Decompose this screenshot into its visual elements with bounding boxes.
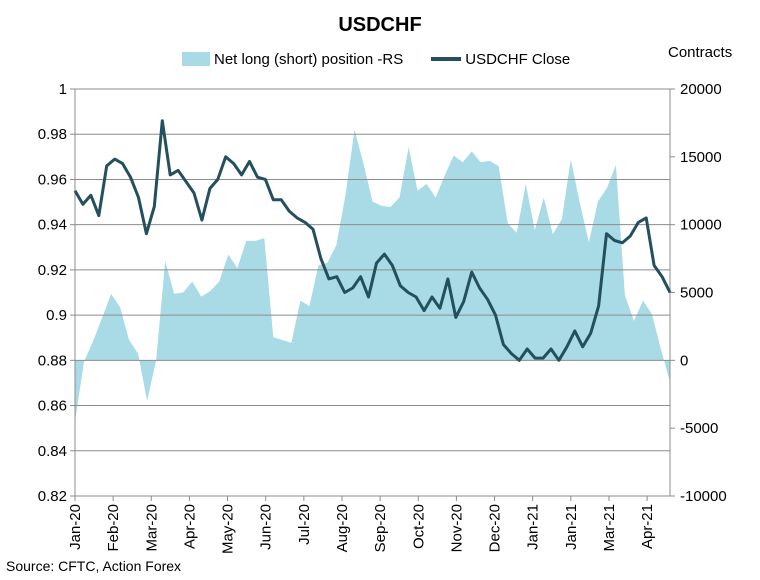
right-tick-label: -10000 bbox=[680, 488, 727, 505]
left-tick-label: 0.94 bbox=[38, 217, 67, 234]
x-tick-label: Nov-20 bbox=[448, 504, 465, 552]
right-tick-label: 10000 bbox=[680, 217, 722, 234]
usdchf-close-line bbox=[73, 119, 672, 362]
legend-swatch-area bbox=[182, 52, 210, 66]
x-tick-label: Jul-20 bbox=[296, 504, 313, 545]
right-tick-label: 15000 bbox=[680, 149, 722, 166]
left-tick-label: 0.84 bbox=[38, 443, 67, 460]
source-note: Source: CFTC, Action Forex bbox=[6, 558, 182, 574]
x-tick-label: Mar-21 bbox=[601, 504, 618, 552]
x-tick-label: Apr-21 bbox=[639, 504, 656, 549]
chart-title: USDCHF bbox=[338, 14, 422, 36]
x-tick-label: Apr-20 bbox=[181, 504, 198, 549]
x-tick-label: Mar-20 bbox=[143, 504, 160, 552]
x-tick-label: Jan-20 bbox=[67, 504, 84, 550]
left-tick-label: 0.86 bbox=[38, 398, 67, 415]
x-tick-label: Aug-20 bbox=[334, 504, 351, 552]
x-tick-label: Sep-20 bbox=[372, 504, 389, 552]
left-tick-label: 0.88 bbox=[38, 352, 67, 369]
left-tick-label: 0.82 bbox=[38, 488, 67, 505]
left-tick-label: 1 bbox=[59, 81, 67, 98]
left-tick-label: 0.96 bbox=[38, 171, 67, 188]
legend: Net long (short) position -RS USDCHF Clo… bbox=[182, 48, 570, 70]
left-tick-label: 0.9 bbox=[46, 307, 67, 324]
right-tick-label: 20000 bbox=[680, 81, 722, 98]
x-tick-label: Jan-21 bbox=[525, 504, 542, 550]
x-tick-label: Jan-21 bbox=[563, 504, 580, 550]
x-tick-label: Oct-20 bbox=[410, 504, 427, 549]
left-tick-label: 0.92 bbox=[38, 262, 67, 279]
right-tick-label: 0 bbox=[680, 352, 688, 369]
right-tick-label: 5000 bbox=[680, 285, 713, 302]
right-tick-label: -5000 bbox=[680, 420, 718, 437]
right-axis-label: Contracts bbox=[668, 44, 733, 61]
x-tick-label: Jun-20 bbox=[258, 504, 275, 550]
legend-label-area: Net long (short) position -RS bbox=[214, 50, 404, 68]
legend-swatch-line bbox=[431, 57, 462, 61]
legend-label-line: USDCHF Close bbox=[465, 50, 571, 68]
x-tick-label: Feb-20 bbox=[105, 504, 122, 552]
left-tick-label: 0.98 bbox=[38, 126, 67, 143]
x-tick-label: Dec-20 bbox=[487, 504, 504, 552]
x-tick-label: May-20 bbox=[220, 504, 237, 554]
